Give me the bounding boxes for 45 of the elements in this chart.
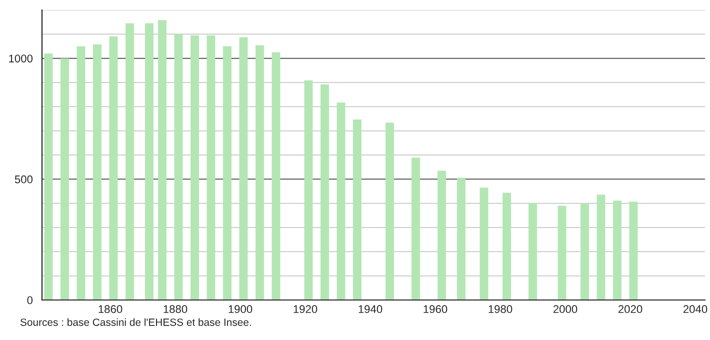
y-tick-label: 500 bbox=[14, 175, 33, 184]
source-note: Sources : base Cassini de l'EHESS et base Insee. bbox=[20, 318, 251, 326]
bar bbox=[256, 45, 264, 300]
bar bbox=[126, 23, 134, 300]
bar bbox=[353, 119, 362, 300]
bar bbox=[272, 52, 280, 300]
bar bbox=[304, 80, 313, 300]
bar bbox=[613, 200, 622, 300]
y-tick-label: 1000 bbox=[9, 54, 33, 62]
bar bbox=[596, 194, 606, 300]
bar bbox=[336, 102, 346, 300]
bar bbox=[320, 84, 329, 300]
x-tick-label: 2020 bbox=[618, 305, 642, 314]
bar bbox=[174, 34, 183, 300]
bar bbox=[502, 192, 511, 300]
bar bbox=[412, 158, 420, 300]
bar bbox=[60, 58, 69, 300]
bar bbox=[457, 178, 466, 300]
x-tick-label: 1920 bbox=[294, 305, 318, 314]
bar bbox=[93, 44, 102, 300]
x-tick-label: 2040 bbox=[683, 305, 708, 314]
bar bbox=[145, 23, 154, 300]
bar bbox=[528, 202, 537, 300]
x-tick-label: 2000 bbox=[553, 305, 578, 314]
bar bbox=[206, 35, 216, 300]
bar bbox=[438, 170, 446, 300]
bar bbox=[480, 188, 488, 300]
x-tick-label: 1860 bbox=[98, 305, 122, 314]
bar bbox=[386, 122, 394, 300]
y-tick-label: 0 bbox=[27, 296, 33, 304]
x-tick-label: 1880 bbox=[164, 305, 188, 314]
bar bbox=[629, 202, 638, 300]
x-tick-label: 1980 bbox=[488, 305, 512, 314]
x-tick-label: 1940 bbox=[358, 305, 382, 314]
bar bbox=[558, 206, 566, 300]
bar bbox=[580, 204, 589, 300]
bar bbox=[239, 37, 248, 300]
bar bbox=[44, 54, 53, 300]
x-tick-label: 1900 bbox=[228, 305, 252, 314]
bar bbox=[109, 36, 118, 300]
x-tick-label: 1960 bbox=[424, 305, 448, 314]
bar bbox=[190, 35, 199, 300]
bar bbox=[223, 46, 232, 300]
bar bbox=[76, 46, 86, 300]
bar bbox=[158, 20, 166, 300]
